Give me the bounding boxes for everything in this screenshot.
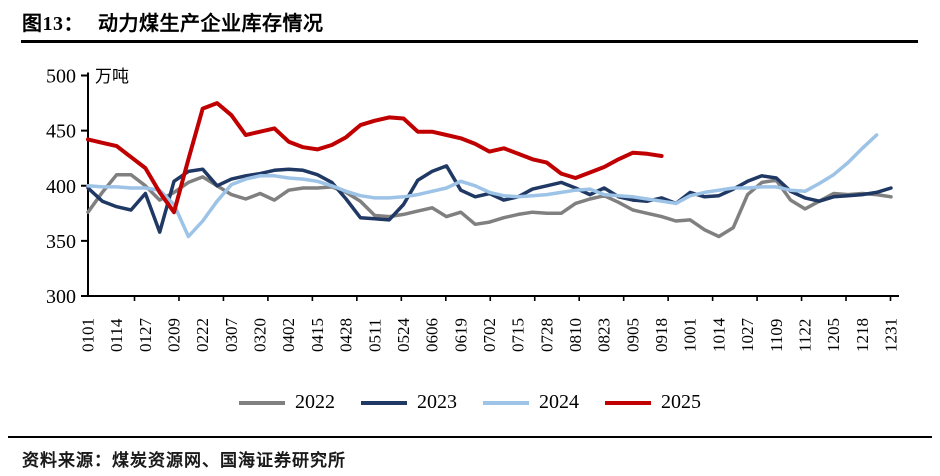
x-tick-label: 0114: [107, 318, 126, 352]
x-tick-label: 1109: [767, 319, 786, 352]
x-tick-label: 0307: [222, 318, 241, 353]
x-tick-label: 0320: [251, 318, 270, 352]
x-tick-label: 0524: [394, 318, 413, 353]
legend-line-swatch-2024: [483, 400, 529, 405]
x-tick-label: 0918: [652, 318, 671, 352]
x-tick-label: 0810: [566, 318, 585, 352]
x-tick-label: 1218: [853, 318, 872, 352]
x-tick-label: 0511: [365, 319, 384, 352]
x-tick-label: 1231: [881, 318, 900, 352]
y-axis-unit-label: 万吨: [95, 67, 129, 86]
legend-label: 2025: [661, 391, 701, 413]
footer-rule: [8, 436, 932, 438]
series-line-2022: [86, 172, 893, 239]
y-tick-label: 300: [46, 286, 76, 308]
x-tick-label: 0728: [537, 318, 556, 352]
title-rule: [21, 40, 918, 43]
x-tick-label: 1122: [795, 319, 814, 352]
x-tick-label: 0222: [193, 318, 212, 352]
source-note: 资料来源：煤炭资源网、国海证券研究所: [22, 451, 346, 470]
legend-label: 2024: [539, 391, 579, 413]
legend-item-2023: 2023: [361, 391, 457, 414]
x-tick-label: 0606: [423, 318, 442, 352]
x-tick-label: 0823: [595, 318, 614, 352]
figure-number: 图13：: [22, 13, 84, 35]
x-tick-label: 1001: [681, 318, 700, 352]
legend-line-swatch-2022: [239, 400, 285, 405]
legend-item-2024: 2024: [483, 391, 579, 414]
y-tick-label: 400: [46, 176, 76, 198]
x-tick-label: 0702: [480, 318, 499, 352]
y-tick-label: 450: [46, 121, 76, 143]
chart-legend: 2022 2023 2024 2025: [0, 391, 940, 414]
x-tick-label: 1014: [709, 318, 728, 353]
y-tick-label: 350: [46, 231, 76, 253]
legend-label: 2022: [295, 391, 335, 413]
x-tick-label: 0415: [308, 318, 327, 352]
y-tick-label: 500: [46, 66, 76, 88]
series-line-2025: [86, 101, 664, 215]
x-tick-label: 1205: [824, 318, 843, 352]
x-tick-label: 0715: [509, 318, 528, 352]
legend-line-swatch-2023: [361, 400, 407, 405]
series-line-2024: [86, 133, 879, 239]
x-tick-label: 0428: [337, 318, 356, 352]
x-tick-label: 1027: [738, 318, 757, 353]
x-tick-label: 0402: [279, 318, 298, 352]
figure-title-text: 动力煤生产企业库存情况: [98, 13, 324, 35]
x-tick-label: 0209: [165, 318, 184, 352]
legend-item-2022: 2022: [239, 391, 335, 414]
x-tick-label: 0101: [79, 318, 98, 352]
x-tick-label: 0905: [623, 318, 642, 352]
figure-title: 图13： 动力煤生产企业库存情况: [22, 7, 324, 36]
legend-item-2025: 2025: [605, 391, 701, 414]
x-tick-label: 0127: [136, 318, 155, 353]
legend-line-swatch-2025: [605, 400, 651, 405]
legend-label: 2023: [417, 391, 457, 413]
x-tick-label: 0619: [451, 318, 470, 352]
